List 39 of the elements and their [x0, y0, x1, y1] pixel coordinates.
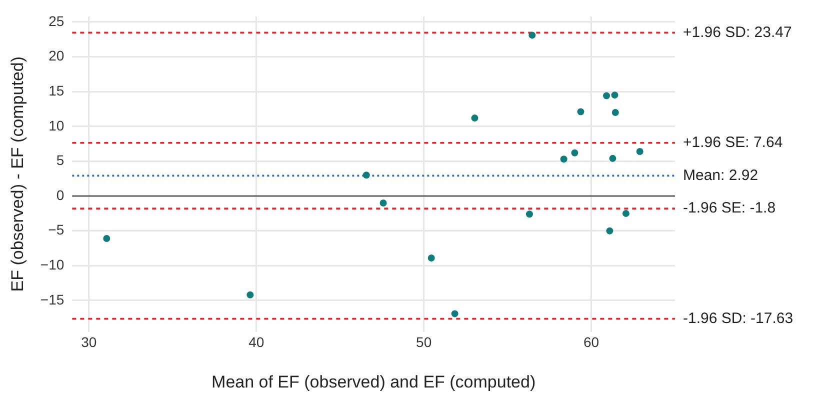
x-tick-label: 50: [416, 334, 432, 350]
y-tick-label: −15: [40, 291, 64, 308]
x-tick-label: 30: [81, 334, 97, 350]
x-axis-title: Mean of EF (observed) and EF (computed): [212, 372, 536, 392]
point: [362, 172, 370, 179]
point: [611, 92, 618, 99]
point: [526, 210, 533, 218]
y-tick-label: 0: [56, 186, 64, 203]
point: [571, 149, 578, 156]
y-tick-label: −5: [48, 222, 64, 238]
point: [451, 310, 458, 318]
y-tick-label: −10: [40, 256, 64, 273]
point: [428, 254, 435, 262]
ref-line-label: -1.96 SE: -1.8: [683, 200, 776, 217]
point: [471, 114, 478, 122]
point: [606, 227, 614, 234]
y-tick-label: 10: [48, 117, 64, 134]
point: [246, 291, 254, 298]
point: [560, 156, 568, 163]
point: [612, 108, 619, 116]
ref-line-label: Mean: 2.92: [683, 166, 758, 184]
point: [103, 235, 110, 242]
y-tick-label: 5: [56, 152, 64, 168]
ref-line-label: +1.96 SE: 7.64: [683, 134, 783, 151]
y-axis-title: EF (observed) - EF (computed): [8, 56, 27, 292]
x-tick-label: 60: [583, 334, 600, 350]
point: [636, 148, 644, 155]
y-tick-label: 15: [48, 82, 64, 98]
point: [622, 210, 630, 217]
point: [528, 32, 536, 39]
point: [609, 154, 616, 162]
point: [380, 199, 387, 206]
y-tick-label: 20: [48, 48, 64, 64]
point: [577, 108, 584, 116]
ref-line-label: +1.96 SD: 23.47: [683, 24, 792, 41]
y-tick-label: 25: [48, 12, 64, 29]
point: [603, 92, 610, 100]
ref-line-label: -1.96 SD: -17.63: [683, 310, 794, 327]
x-tick-label: 40: [248, 334, 264, 350]
